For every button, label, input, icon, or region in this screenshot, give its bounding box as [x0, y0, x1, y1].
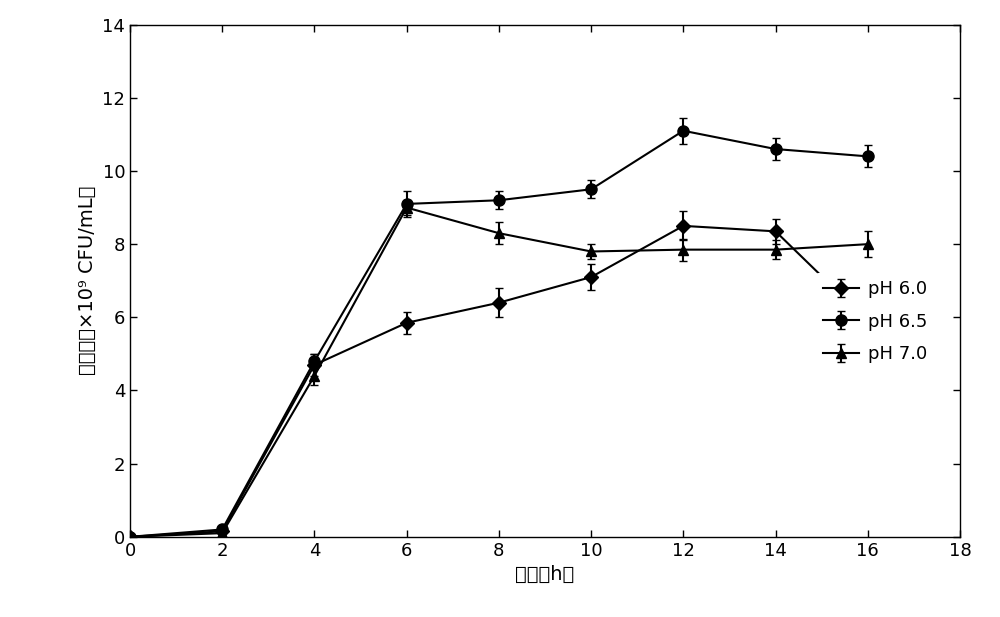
- Legend: pH 6.0, pH 6.5, pH 7.0: pH 6.0, pH 6.5, pH 7.0: [815, 273, 934, 370]
- Y-axis label: 活菌数（×10⁹ CFU/mL）: 活菌数（×10⁹ CFU/mL）: [78, 186, 97, 375]
- X-axis label: 时间（h）: 时间（h）: [515, 565, 575, 584]
